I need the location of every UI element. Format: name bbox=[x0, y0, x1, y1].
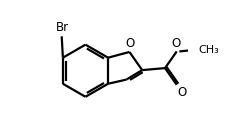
Text: O: O bbox=[178, 86, 187, 99]
Text: O: O bbox=[172, 37, 181, 50]
Text: CH₃: CH₃ bbox=[198, 45, 219, 55]
Text: Br: Br bbox=[56, 21, 69, 34]
Text: O: O bbox=[126, 37, 135, 50]
